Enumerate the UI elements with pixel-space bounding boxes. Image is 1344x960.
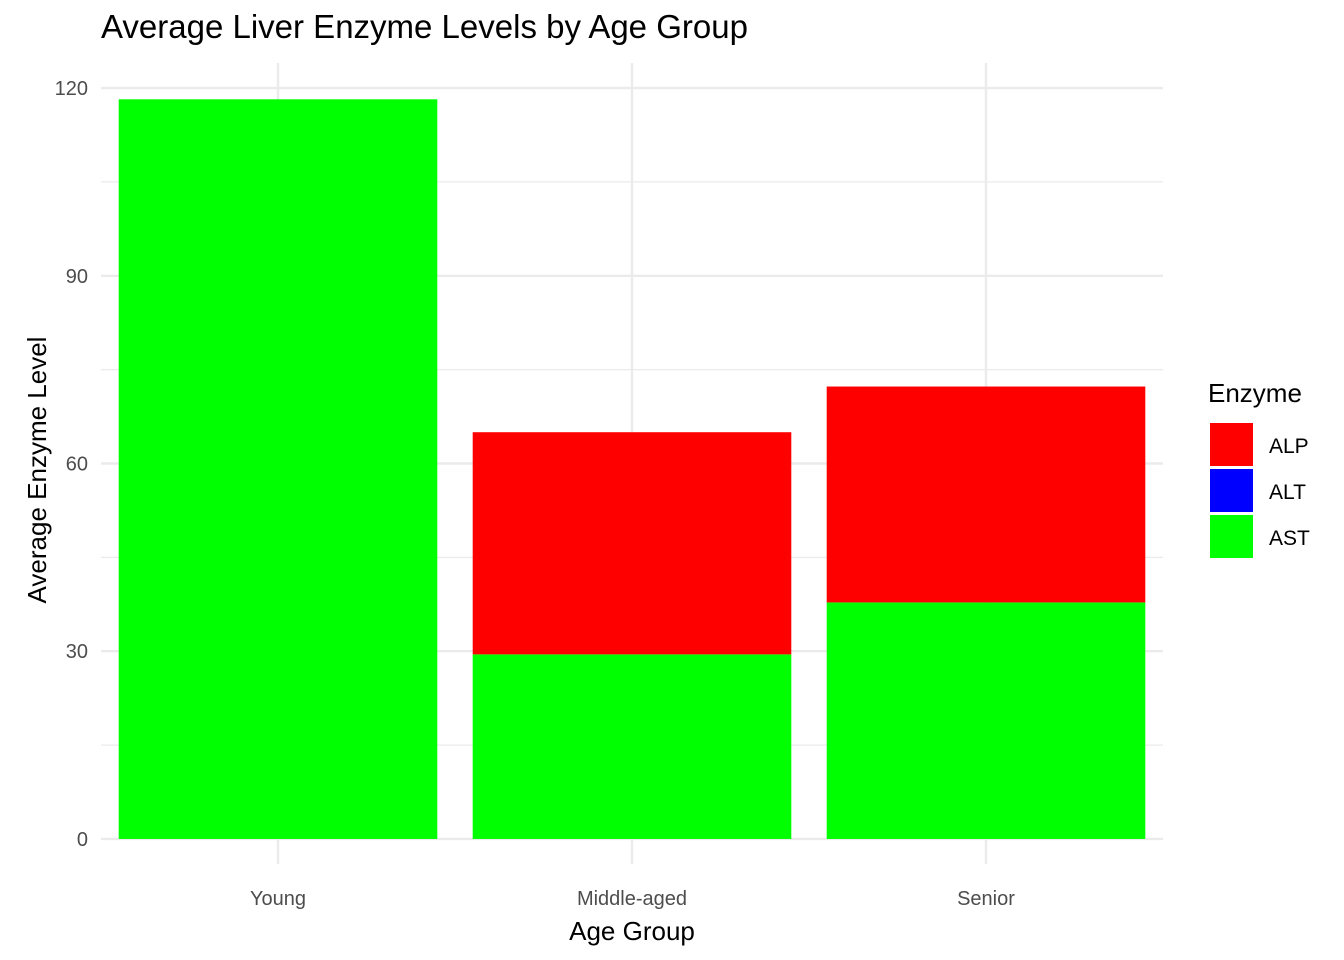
chart-title: Average Liver Enzyme Levels by Age Group	[101, 8, 748, 45]
y-tick-labels: 0 30 60 90 120	[55, 78, 88, 851]
x-tick-label: Young	[250, 888, 306, 910]
y-tick-label: 90	[66, 266, 88, 288]
y-tick-label: 30	[66, 641, 88, 663]
x-tick-labels: Young Middle-aged Senior	[250, 888, 1015, 910]
bars	[118, 99, 1146, 839]
bar-alp-middle-aged	[472, 432, 792, 655]
y-tick-label: 60	[66, 454, 88, 476]
x-tick-label: Senior	[957, 888, 1015, 910]
legend-label-alp: ALP	[1269, 435, 1309, 458]
bar-ast-senior	[826, 602, 1146, 839]
legend-label-alt: ALT	[1269, 481, 1306, 504]
x-tick-label: Middle-aged	[577, 888, 687, 910]
legend: Enzyme ALP ALT AST	[1208, 378, 1310, 558]
bar-alp-senior	[826, 386, 1146, 603]
legend-key-alt	[1210, 469, 1253, 512]
bar-ast-young	[118, 99, 438, 839]
legend-key-alp	[1210, 423, 1253, 466]
y-axis-title: Average Enzyme Level	[22, 337, 52, 604]
x-axis-title: Age Group	[569, 916, 695, 946]
legend-key-ast	[1210, 515, 1253, 558]
y-tick-label: 120	[55, 78, 88, 100]
legend-title: Enzyme	[1208, 378, 1302, 408]
legend-label-ast: AST	[1269, 527, 1310, 550]
y-tick-label: 0	[77, 829, 88, 851]
bar-ast-middle-aged	[472, 654, 792, 839]
